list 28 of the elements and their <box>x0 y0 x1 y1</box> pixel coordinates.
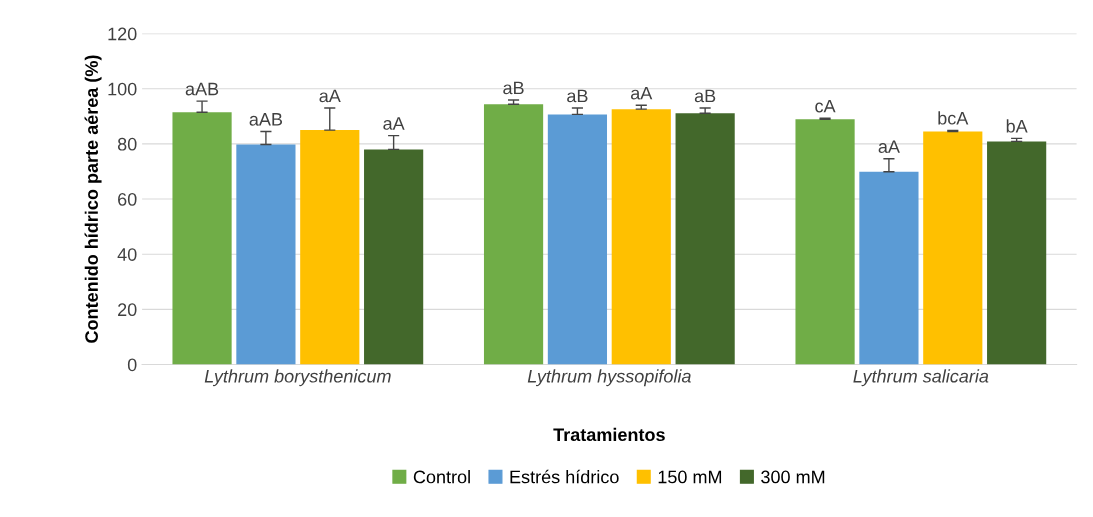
y-tick-label: 0 <box>127 358 137 372</box>
data-label: aB <box>567 89 588 103</box>
x-tick-label: Lythrum hyssopifolia <box>527 369 691 387</box>
y-tick-label: 120 <box>108 27 137 41</box>
data-label: aB <box>694 89 716 103</box>
data-label: aA <box>631 86 653 100</box>
legend-label: Control <box>413 470 470 484</box>
data-label: aA <box>383 117 405 130</box>
data-label: bA <box>1006 119 1028 133</box>
data-label: cA <box>815 99 836 113</box>
data-label: aAB <box>249 113 283 126</box>
y-tick-label: 20 <box>118 303 137 317</box>
legend-label: Estrés hídrico <box>510 469 619 484</box>
legend-label: 150 mM <box>658 470 722 484</box>
data-label: aA <box>319 89 341 103</box>
x-axis-title: Tratamientos <box>553 427 665 442</box>
y-tick-label: 60 <box>118 192 137 206</box>
y-axis-title: Contenido hídrico parte aérea (%) <box>84 55 102 343</box>
y-tick-label: 80 <box>117 137 137 151</box>
x-tick-label: Lythrum salicaria <box>853 369 989 387</box>
x-tick-label: Lythrum borysthenicum <box>204 369 391 387</box>
y-tick-label: 100 <box>108 82 137 96</box>
data-label: bcA <box>938 111 969 125</box>
legend-label: 300 mM <box>761 470 825 484</box>
data-label: aB <box>503 81 524 95</box>
y-tick-label: 40 <box>117 248 137 261</box>
data-label: aA <box>878 140 900 154</box>
data-label: aAB <box>185 82 219 96</box>
